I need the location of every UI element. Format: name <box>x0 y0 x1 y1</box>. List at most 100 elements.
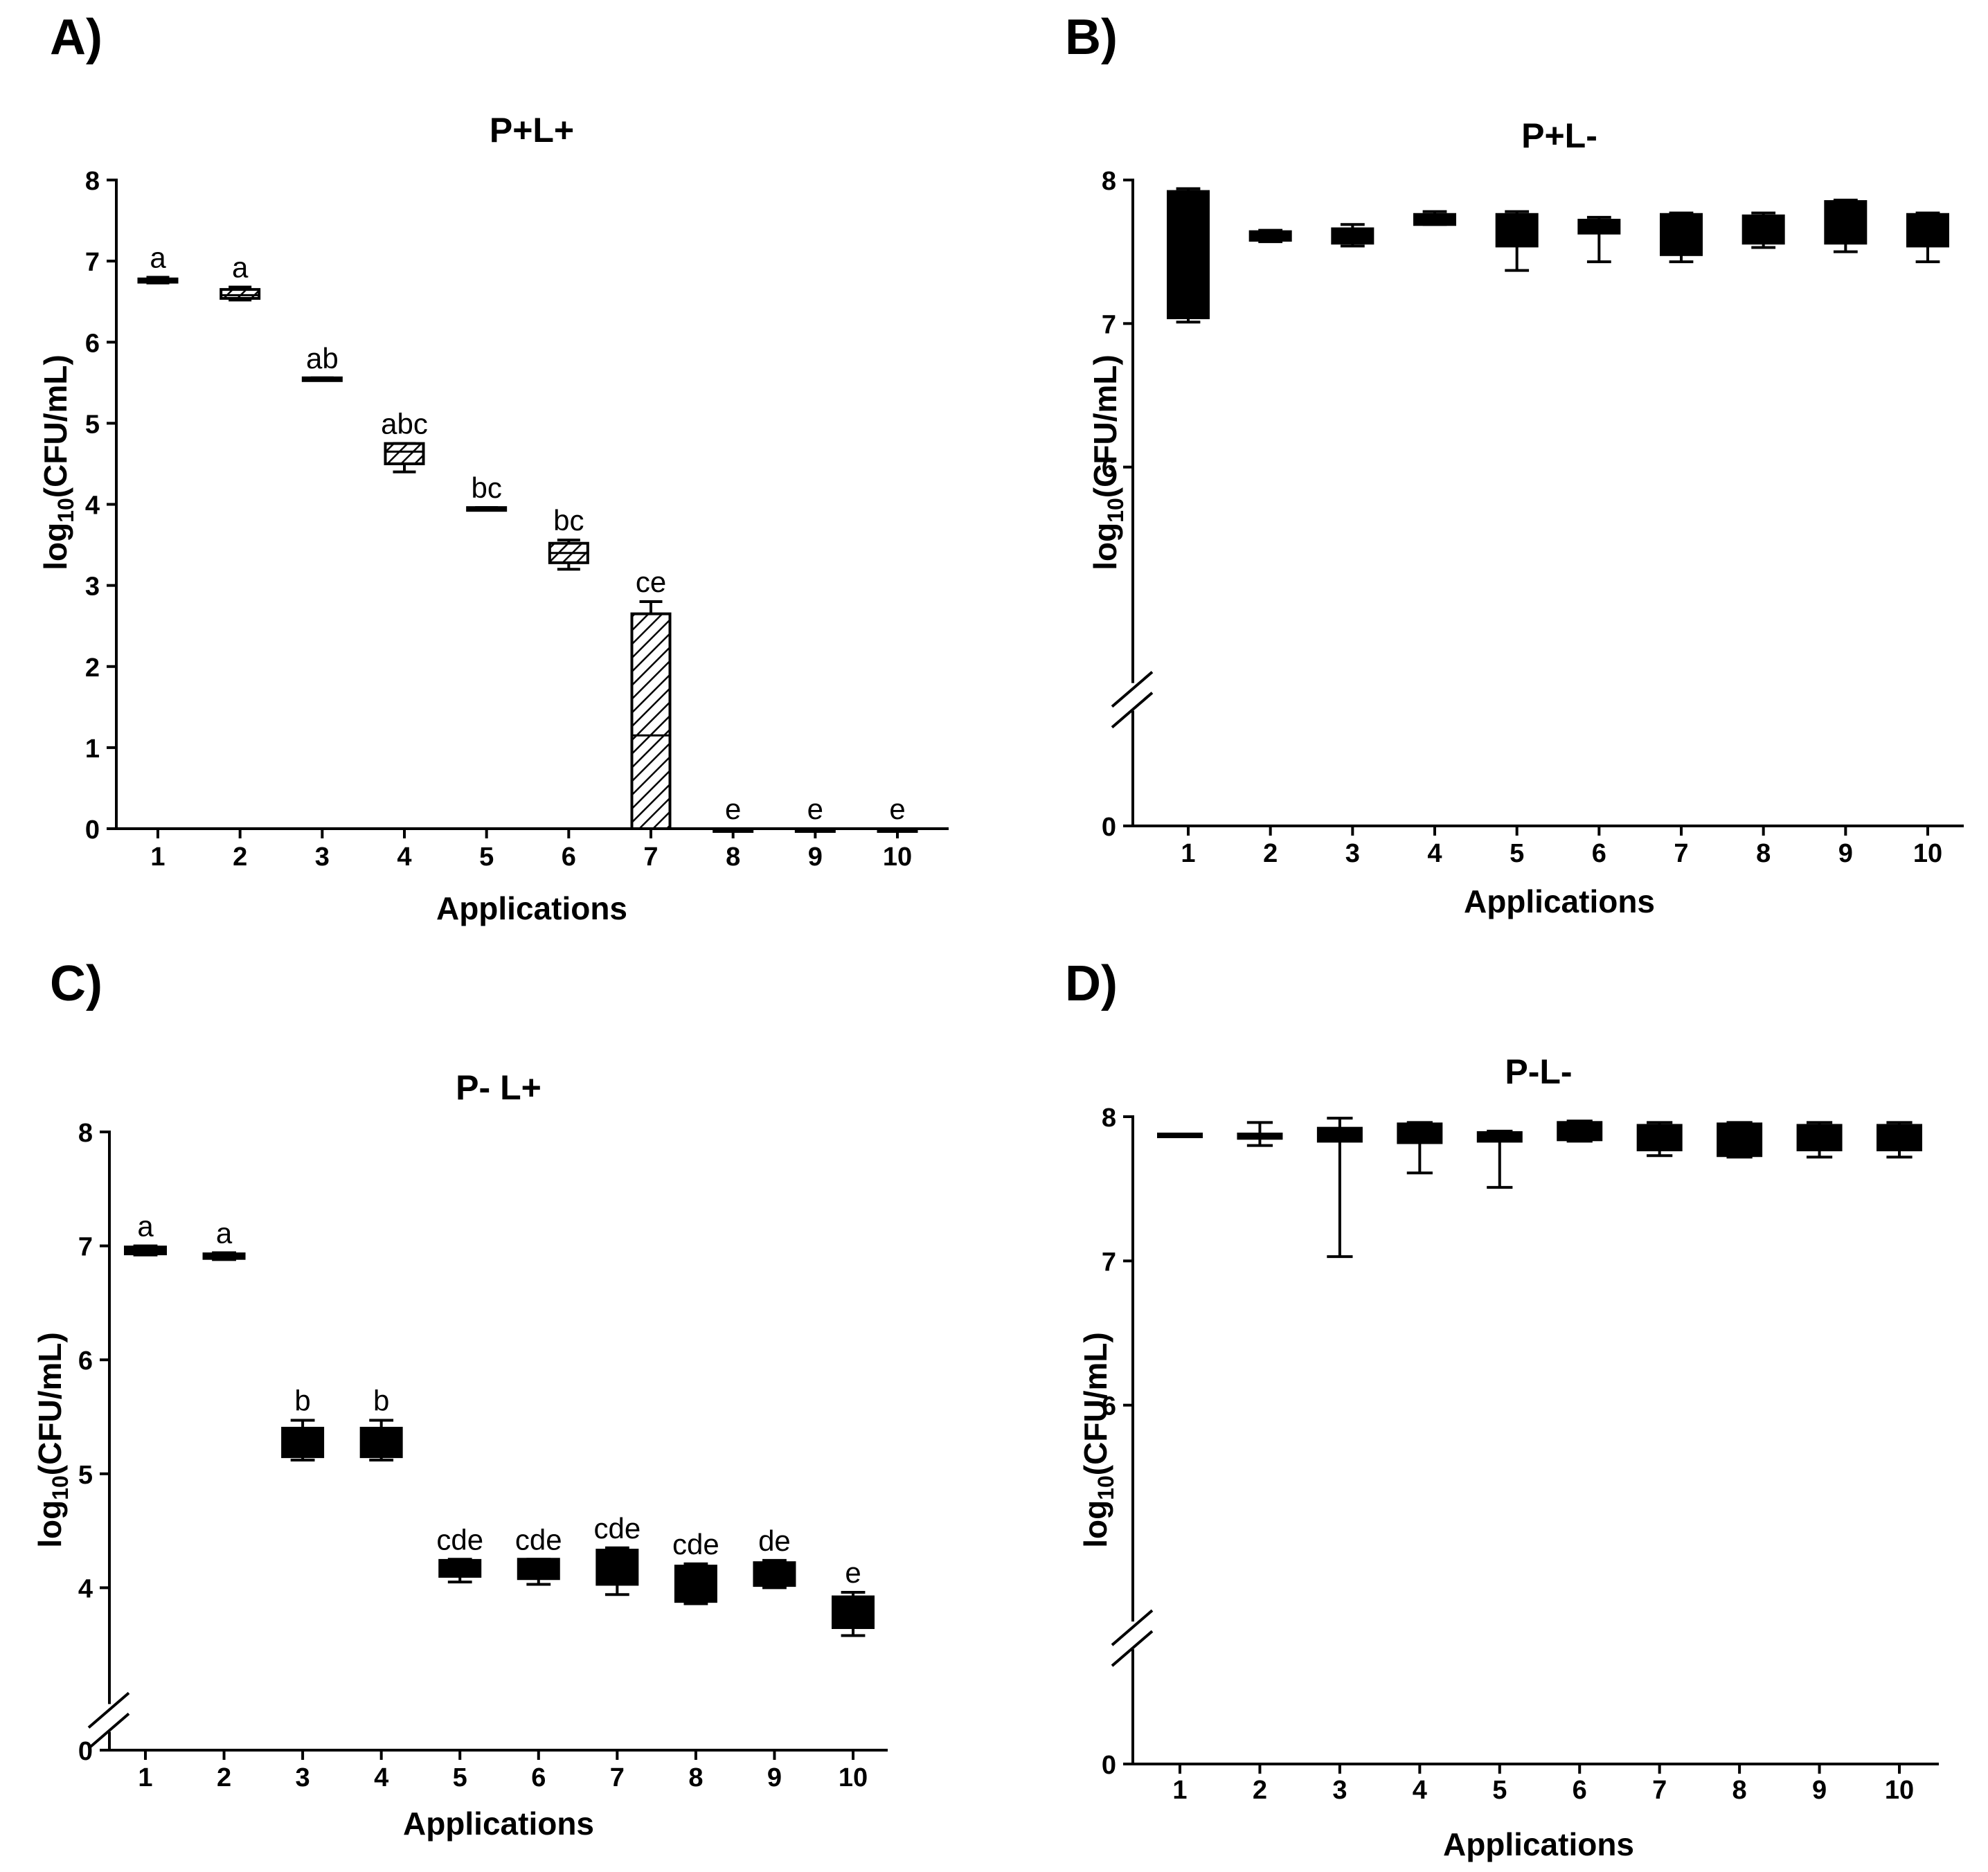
panel-b-title: P+L- <box>1521 116 1597 155</box>
box-iqr <box>1331 227 1374 245</box>
x-tick-label: 3 <box>296 1763 310 1792</box>
y-tick-label: 5 <box>78 1461 93 1490</box>
x-tick-label: 3 <box>315 843 330 872</box>
y-tick-label: 1 <box>85 735 100 764</box>
panel-b-xlabel: Applications <box>1464 883 1655 919</box>
x-tick-label: 7 <box>1674 839 1688 868</box>
panel-b-plot: 0 6 7 8 1 2 3 4 5 6 7 8 9 10 <box>1102 167 1964 868</box>
x-tick-label: 10 <box>1913 839 1942 868</box>
box-iqr <box>1906 213 1949 248</box>
x-tick-label: 6 <box>1573 1776 1587 1805</box>
box-iqr <box>384 442 425 465</box>
y-tick-label: 0 <box>85 816 100 845</box>
y-tick-label: 4 <box>85 492 100 521</box>
x-tick-label: 7 <box>643 843 658 872</box>
significance-label: ab <box>306 342 339 375</box>
y-tick-label: 7 <box>1102 1248 1116 1277</box>
box-iqr <box>220 288 261 300</box>
x-tick-label: 6 <box>531 1763 546 1792</box>
significance-label: e <box>889 793 905 825</box>
axis-break-mark <box>1111 1609 1154 1646</box>
panel-c-ylabel: log10(CFU/mL) <box>32 1332 73 1548</box>
significance-label: bc <box>471 471 501 504</box>
y-tick-label: 5 <box>85 410 100 439</box>
y-tick-label: 8 <box>85 167 100 196</box>
x-tick-label: 1 <box>1172 1776 1187 1805</box>
panel-d-title: P-L- <box>1505 1052 1572 1091</box>
x-tick-label: 4 <box>374 1763 388 1792</box>
significance-label: ce <box>636 566 666 598</box>
x-tick-label: 4 <box>397 843 411 872</box>
y-tick-label: 2 <box>85 654 100 683</box>
significance-label: cde <box>515 1523 562 1556</box>
significance-label: cde <box>672 1528 719 1560</box>
x-tick-label: 8 <box>688 1763 703 1792</box>
x-tick-label: 10 <box>839 1763 868 1792</box>
x-tick-label: 9 <box>1838 839 1853 868</box>
y-tick-label: 4 <box>78 1574 93 1603</box>
panel-a-xlabel: Applications <box>436 890 627 926</box>
x-tick-label: 9 <box>767 1763 782 1792</box>
panel-d-xlabel: Applications <box>1443 1826 1634 1862</box>
y-tick-label: 6 <box>78 1347 93 1376</box>
significance-label: e <box>807 793 823 825</box>
axis-break-mark <box>1111 1630 1154 1667</box>
x-tick-label: 6 <box>1592 839 1606 868</box>
box-iqr <box>630 612 672 831</box>
x-tick-label: 5 <box>479 843 494 872</box>
x-tick-label: 3 <box>1332 1776 1347 1805</box>
panel-c-title: P- L+ <box>456 1068 541 1107</box>
y-tick-label: 0 <box>1102 1751 1116 1780</box>
panel-d-plot: 0 6 7 8 1 2 3 4 5 6 7 8 9 10 <box>1102 1104 1939 1805</box>
panel-d-letter: D) <box>1065 956 1118 1011</box>
axis-break-mark <box>1111 671 1154 708</box>
y-tick-label: 3 <box>85 573 100 602</box>
x-tick-label: 9 <box>1812 1776 1827 1805</box>
y-tick-label: 7 <box>78 1233 93 1262</box>
significance-label: cde <box>593 1512 641 1545</box>
x-tick-label: 6 <box>562 843 576 872</box>
x-tick-label: 7 <box>1652 1776 1667 1805</box>
axis-break-mark <box>87 1691 130 1729</box>
significance-label: abc <box>381 408 428 440</box>
panel-c-plot: 0 4 5 6 7 8 1 a 2 a 3 b 4 b 5 cde 6 cde 7 cde 8 cde 9 de 10 e <box>78 1119 888 1792</box>
panel-c: C) P- L+ 0 4 5 6 7 8 1 a 2 a 3 b 4 b 5 cde 6 cde 7 cde 8 cde 9… <box>32 956 888 1842</box>
x-tick-label: 4 <box>1413 1776 1427 1805</box>
x-tick-label: 8 <box>1756 839 1771 868</box>
x-tick-label: 7 <box>610 1763 625 1792</box>
panel-b: B) P+L- 0 6 7 8 1 2 3 4 5 6 7 8 9 10 Applications log… <box>1065 10 1964 919</box>
panel-a-ylabel: log10(CFU/mL) <box>37 354 78 570</box>
y-tick-label: 0 <box>1102 813 1116 842</box>
panel-a-title: P+L+ <box>490 111 574 150</box>
box-iqr <box>1824 200 1868 245</box>
panel-a-letter: A) <box>50 10 102 65</box>
y-tick-label: 7 <box>85 248 100 277</box>
x-tick-label: 3 <box>1345 839 1360 868</box>
x-tick-label: 1 <box>150 843 165 872</box>
x-tick-label: 2 <box>233 843 247 872</box>
box-iqr <box>438 1558 482 1578</box>
y-tick-label: 6 <box>85 329 100 358</box>
panel-d-ylabel: log10(CFU/mL) <box>1077 1332 1118 1548</box>
panel-c-letter: C) <box>50 956 102 1011</box>
x-tick-label: 2 <box>217 1763 231 1792</box>
x-tick-label: 8 <box>726 843 740 872</box>
y-tick-label: 8 <box>1102 167 1116 196</box>
axis-break-mark <box>87 1712 130 1749</box>
box-iqr <box>832 1595 875 1630</box>
significance-label: b <box>294 1384 310 1416</box>
y-tick-label: 8 <box>78 1119 93 1148</box>
panel-b-letter: B) <box>1065 10 1118 65</box>
box-iqr <box>1248 230 1292 242</box>
x-tick-label: 8 <box>1732 1776 1747 1805</box>
y-tick-label: 7 <box>1102 310 1116 339</box>
x-tick-label: 5 <box>453 1763 467 1792</box>
y-tick-label: 8 <box>1102 1104 1116 1133</box>
axis-break-mark <box>1111 692 1154 729</box>
x-tick-label: 5 <box>1492 1776 1507 1805</box>
x-tick-label: 10 <box>883 843 912 872</box>
significance-label: e <box>845 1556 861 1589</box>
x-tick-label: 4 <box>1427 839 1442 868</box>
y-tick-label: 6 <box>1102 454 1116 483</box>
